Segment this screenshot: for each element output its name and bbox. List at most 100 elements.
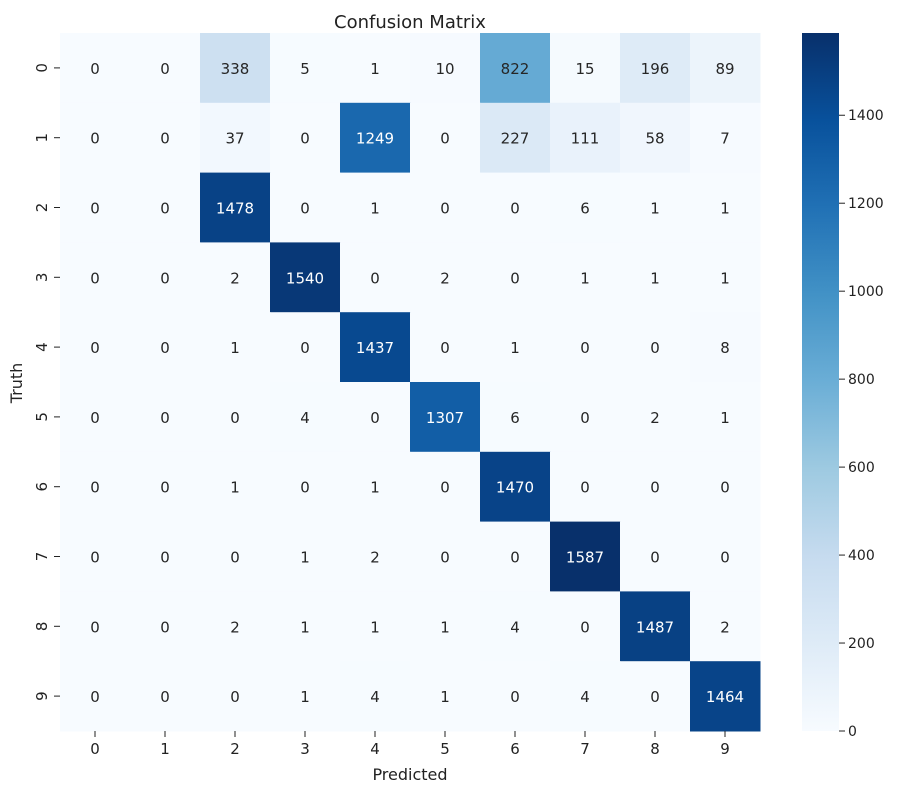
cell-value-r1-c6: 227 (501, 130, 530, 148)
cell-value-r4-c6: 1 (510, 339, 520, 357)
heatmap-cell-r0-c0 (60, 33, 131, 104)
cell-value-r8-c8: 1487 (636, 618, 674, 636)
heatmap-cell-r1-c7 (550, 102, 621, 174)
cell-value-r8-c3: 1 (300, 618, 310, 636)
cell-value-r2-c5: 0 (440, 200, 450, 218)
cell-value-r9-c6: 0 (510, 688, 520, 706)
heatmap-cell-r4-c2 (200, 312, 271, 383)
heatmap-cell-r6-c3 (270, 451, 341, 523)
cell-value-r7-c0: 0 (90, 549, 100, 567)
colorbar: 0 200 400 600 800 1000 1200 1400 (802, 33, 884, 740)
heatmap-cell-r4-c0 (60, 312, 131, 383)
heatmap-cell-r0-c2 (200, 33, 271, 104)
heatmap-cell-r7-c8 (620, 521, 691, 592)
heatmap-cell-r2-c9 (690, 172, 761, 243)
heatmap-cell-r5-c1 (130, 382, 201, 453)
cell-value-r5-c1: 0 (160, 409, 170, 427)
cell-value-r8-c1: 0 (160, 618, 170, 636)
heatmap-cell-r0-c4 (340, 33, 411, 104)
colorbar-tick-label-0: 0 (848, 724, 857, 740)
heatmap-cell-r9-c9 (690, 661, 761, 732)
cell-value-r3-c5: 2 (440, 269, 450, 287)
heatmap-cell-r3-c4 (340, 242, 411, 313)
cell-value-r2-c3: 0 (300, 200, 310, 218)
heatmap-cell-r3-c9 (690, 242, 761, 313)
heatmap-cell-r9-c2 (200, 661, 271, 732)
cell-value-r8-c4: 1 (370, 618, 380, 636)
heatmap-cell-r1-c0 (60, 102, 131, 174)
cell-value-r0-c8: 196 (641, 60, 670, 78)
cell-value-r7-c6: 0 (510, 549, 520, 567)
cell-value-r1-c9: 7 (720, 130, 730, 148)
cell-value-r7-c4: 2 (370, 549, 380, 567)
heatmap-cell-r6-c6 (480, 451, 551, 523)
cell-labels: 0 0 338 5 1 10 822 15 196 890 0 37 0 1249 0 227 111 58 70 0… (90, 60, 744, 706)
cell-value-r0-c6: 822 (501, 60, 530, 78)
heatmap-cell-r7-c6 (480, 521, 551, 592)
cell-value-r5-c7: 0 (580, 409, 590, 427)
heatmap-cell-r8-c1 (130, 591, 201, 662)
cell-value-r3-c0: 0 (90, 269, 100, 287)
cell-value-r6-c9: 0 (720, 479, 730, 497)
heatmap-cell-r9-c5 (410, 661, 481, 732)
cell-value-r9-c3: 1 (300, 688, 310, 706)
heatmap-cell-r7-c4 (340, 521, 411, 592)
cell-value-r3-c1: 0 (160, 269, 170, 287)
cell-value-r7-c5: 0 (440, 549, 450, 567)
cell-value-r5-c4: 0 (370, 409, 380, 427)
heatmap-cell-r8-c6 (480, 591, 551, 662)
x-tick-label-8: 8 (650, 740, 660, 758)
cell-value-r2-c8: 1 (650, 200, 660, 218)
heatmap-cell-r0-c3 (270, 33, 341, 104)
cell-value-r7-c8: 0 (650, 549, 660, 567)
cell-value-r9-c2: 0 (230, 688, 240, 706)
cell-value-r1-c4: 1249 (356, 130, 394, 148)
heatmap-cell-r2-c0 (60, 172, 131, 243)
cell-value-r2-c9: 1 (720, 200, 730, 218)
heatmap-cell-r5-c9 (690, 382, 761, 453)
cell-value-r7-c9: 0 (720, 549, 730, 567)
cell-value-r5-c3: 4 (300, 409, 310, 427)
x-tick-label-7: 7 (580, 740, 590, 758)
heatmap-cell-r1-c5 (410, 102, 481, 174)
cell-value-r1-c0: 0 (90, 130, 100, 148)
cell-value-r2-c1: 0 (160, 200, 170, 218)
heatmap-cell-r5-c0 (60, 382, 131, 453)
cell-value-r4-c8: 0 (650, 339, 660, 357)
heatmap-cell-r9-c8 (620, 661, 691, 732)
cell-value-r2-c7: 6 (580, 200, 590, 218)
heatmap-cell-r6-c2 (200, 451, 271, 523)
heatmap-cell-r1-c4 (340, 102, 411, 174)
y-tick-label-8: 8 (33, 622, 51, 632)
heatmap-cell-r0-c7 (550, 33, 621, 104)
cell-value-r6-c4: 1 (370, 479, 380, 497)
heatmap-cell-r5-c6 (480, 382, 551, 453)
cell-value-r1-c1: 0 (160, 130, 170, 148)
heatmap-cell-r9-c6 (480, 661, 551, 732)
heatmap-cell-r3-c1 (130, 242, 201, 313)
cell-value-r8-c7: 0 (580, 618, 590, 636)
heatmap-cell-r8-c7 (550, 591, 621, 662)
cell-value-r6-c7: 0 (580, 479, 590, 497)
cell-value-r6-c3: 0 (300, 479, 310, 497)
colorbar-tick-label-1200: 1200 (848, 196, 884, 212)
heatmap-cell-r6-c4 (340, 451, 411, 523)
heatmap-cell-r9-c1 (130, 661, 201, 732)
heatmap-cell-r4-c4 (340, 312, 411, 383)
cell-value-r3-c6: 0 (510, 269, 520, 287)
cell-value-r8-c9: 2 (720, 618, 730, 636)
heatmap-cell-r2-c3 (270, 172, 341, 243)
x-axis: 0 1 2 3 4 5 6 7 8 9 (90, 731, 730, 758)
heatmap-cell-r0-c9 (690, 33, 761, 104)
heatmap-cell-r7-c3 (270, 521, 341, 592)
cell-value-r7-c1: 0 (160, 549, 170, 567)
cell-value-r4-c2: 1 (230, 339, 240, 357)
cell-value-r3-c3: 1540 (286, 269, 324, 287)
y-tick-label-4: 4 (33, 342, 51, 352)
y-tick-label-5: 5 (33, 412, 51, 422)
heatmap-cell-r6-c1 (130, 451, 201, 523)
cell-value-r6-c2: 1 (230, 479, 240, 497)
heatmap-cell-r1-c6 (480, 102, 551, 174)
